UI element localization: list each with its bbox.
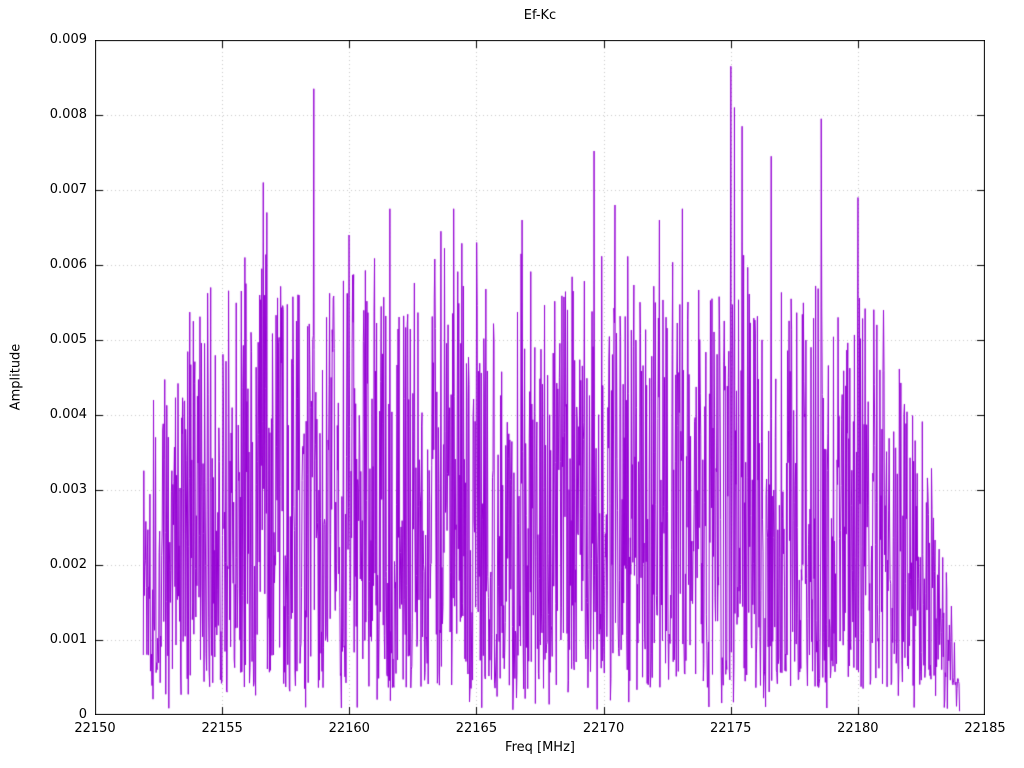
y-tick-label: 0.002	[49, 557, 87, 572]
y-tick-label: 0.006	[49, 257, 87, 272]
y-tick-label: 0.003	[49, 482, 87, 497]
x-tick-label: 22150	[74, 721, 116, 736]
x-tick-label: 22170	[582, 721, 625, 736]
y-tick-label: 0.008	[49, 107, 87, 122]
plot-area	[95, 40, 985, 715]
x-tick-label: 22185	[964, 721, 1006, 736]
x-tick-label: 22175	[710, 721, 752, 736]
x-tick-label: 22165	[455, 721, 498, 736]
y-tick-label: 0.007	[49, 182, 87, 197]
y-tick-label: 0	[78, 707, 87, 722]
y-tick-label: 0.004	[49, 407, 87, 422]
y-tick-label: 0.001	[49, 632, 87, 647]
x-tick-label: 22160	[328, 721, 370, 736]
chart-title: Ef-Kc	[523, 8, 557, 23]
x-tick-label: 22155	[201, 721, 243, 736]
y-tick-label: 0.009	[49, 32, 87, 47]
x-axis-label: Freq [MHz]	[505, 740, 575, 755]
y-tick-label: 0.005	[49, 332, 87, 347]
x-tick-label: 22180	[837, 721, 879, 736]
y-axis-label: Amplitude	[8, 343, 24, 411]
